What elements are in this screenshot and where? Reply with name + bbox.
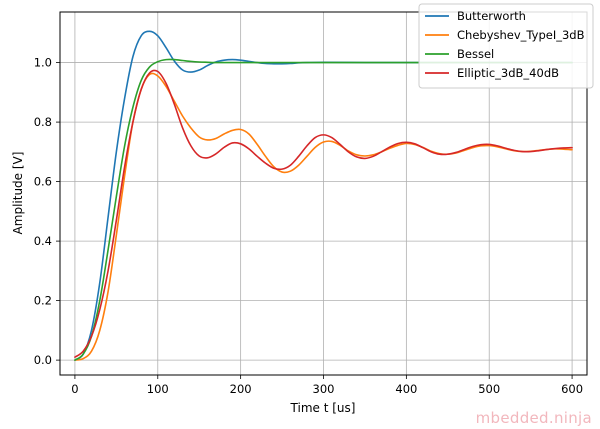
x-tick-label: 200 <box>230 382 252 396</box>
series-line-elliptic-3db-40db <box>74 69 573 358</box>
y-tick-label: 0.2 <box>34 294 52 308</box>
tick-layer: 0 100 200 300 400 500 600 0.0 0.2 0.4 0.6 0.8 1.0 <box>34 56 583 396</box>
legend-label: Bessel <box>457 47 494 61</box>
x-tick-label: 300 <box>313 382 335 396</box>
legend-label: Elliptic_3dB_40dB <box>457 66 559 80</box>
series-line-bessel <box>74 58 573 361</box>
y-tick-label: 0.8 <box>34 115 52 129</box>
y-tick-label: 0.4 <box>34 234 52 248</box>
y-axis-label: Amplitude [V] <box>11 152 25 235</box>
y-tick-label: 1.0 <box>34 56 52 70</box>
x-tick-label: 600 <box>561 382 583 396</box>
legend-label: Chebyshev_TypeI_3dB <box>457 28 585 42</box>
series-line-chebyshev-typei-3db <box>74 72 573 361</box>
watermark: mbedded.ninja <box>475 409 592 427</box>
x-tick-label: 0 <box>71 382 78 396</box>
y-tick-label: 0.0 <box>34 353 52 367</box>
legend: Butterworth Chebyshev_TypeI_3dB Bessel Elli… <box>418 3 594 89</box>
x-tick-label: 100 <box>147 382 169 396</box>
legend-label: Butterworth <box>457 9 526 23</box>
series-layer <box>74 30 573 361</box>
x-tick-label: 500 <box>478 382 500 396</box>
y-tick-label: 0.6 <box>34 175 52 189</box>
x-tick-label: 400 <box>395 382 417 396</box>
x-axis-label: Time t [us] <box>290 401 356 415</box>
legend-box <box>418 3 594 89</box>
